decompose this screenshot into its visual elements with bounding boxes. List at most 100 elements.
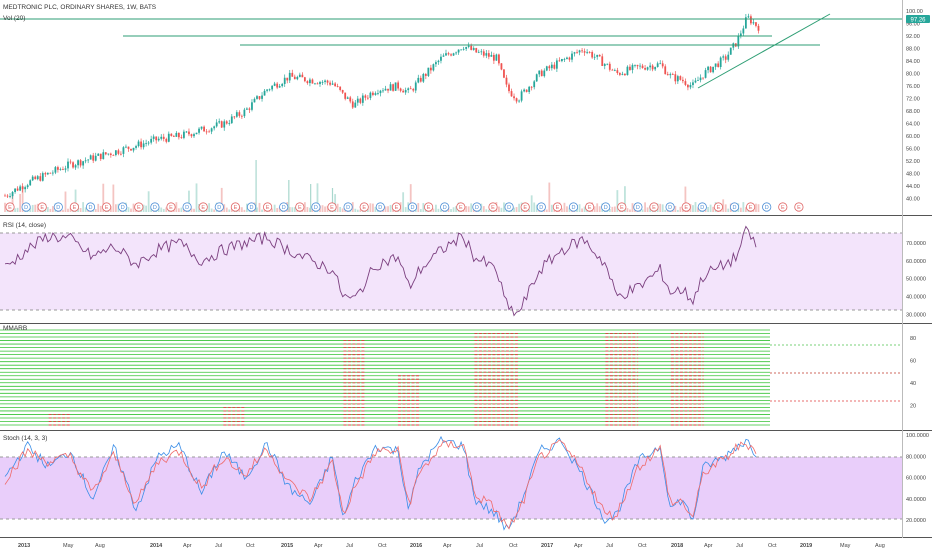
candle-body [606,63,609,65]
candle-body [427,67,430,76]
volume-bar [467,206,470,212]
candle-body [185,131,188,133]
price-tick-label: 76.00 [906,84,920,90]
candle-body [64,168,67,170]
volume-bar [616,190,619,212]
candle-body [180,137,183,139]
volume-bar [316,183,319,212]
candle-body [407,88,410,91]
candle-body [266,89,268,91]
volume-bar [366,209,369,212]
candle-body [384,88,387,91]
price-tick-label: 100.00 [906,9,923,15]
candle-body [593,56,596,58]
volume-bar [256,207,258,212]
marker-label: E [40,205,44,211]
volume-bar [641,209,644,212]
volume-bar [51,206,54,212]
volume-bar [697,207,699,212]
candle-body [571,53,573,60]
volume-bar [659,203,662,212]
candle-body [455,52,457,54]
volume-bar [404,207,407,212]
candle-body [188,131,190,135]
candle-body [210,128,213,132]
candle-body [29,180,32,186]
marker-label: E [781,205,785,211]
candle-body [528,86,531,92]
candle-body [540,70,543,77]
volume-bar [518,203,520,212]
candle-body [273,83,276,86]
volume-bar [142,204,145,212]
volume-bar [598,206,601,212]
volume-bar [46,207,49,212]
marker-label: D [314,205,318,211]
volume-bar [19,193,22,212]
volume-bar [127,207,130,212]
candle-body [296,76,299,80]
candle-body [59,169,62,170]
volume-bar [14,208,16,212]
volume-bar [102,183,105,212]
candle-body [132,147,135,151]
candle-body [39,176,42,181]
candle-body [240,115,243,117]
price-tick-label: 72.00 [906,97,920,103]
candle-body [689,85,692,88]
volume-bar [291,207,294,212]
candle-body [709,66,712,73]
marker-label: D [89,205,93,211]
earnings-marker [295,202,305,212]
candle-body [442,55,445,57]
volume-bar [150,207,153,212]
earnings-marker [745,202,756,212]
candle-body [387,88,389,91]
candle-body [598,54,601,57]
volume-bar [109,206,112,212]
candle-body [752,22,755,24]
stoch-d-line [4,439,757,530]
dividend-marker [375,202,385,212]
candle-body [742,28,745,34]
candle-body [147,142,150,144]
volume-bar [160,207,163,212]
volume-bar [31,204,34,212]
candle-body [21,186,24,190]
earnings-marker [391,202,401,212]
candle-body [679,76,682,80]
volume-bar [644,202,646,212]
price-tick-label: 80.00 [906,72,920,78]
candle-body [104,152,107,155]
candle-body [508,84,510,92]
uptrend-line[interactable] [697,13,831,89]
dividend-marker [150,202,160,212]
volume-bar [624,186,626,212]
candle-body [684,81,687,85]
candle-body [495,54,498,61]
candle-body [659,63,662,65]
candle-body [137,141,140,147]
volume-bar [581,208,583,212]
volume-bar [661,204,664,212]
candle-body [228,123,231,124]
price-tick-label: 88.00 [906,47,920,53]
marker-label: D [121,205,125,211]
candle-body [208,131,211,133]
candle-body [712,66,715,73]
volume-bar [583,206,586,212]
candle-body [664,66,667,75]
candle-body [230,116,233,124]
dividend-marker [343,202,353,212]
candle-body [639,65,641,67]
dividend-marker [440,202,450,212]
mmarb-tick-label: 80 [910,336,916,342]
candle-body [77,160,79,166]
volume-bar [513,207,515,212]
candle-body [271,85,274,90]
volume-bar [692,205,694,212]
volume-bar [225,207,228,212]
volume-bar [246,203,248,212]
candle-body [490,54,493,57]
candle-body [251,102,253,110]
